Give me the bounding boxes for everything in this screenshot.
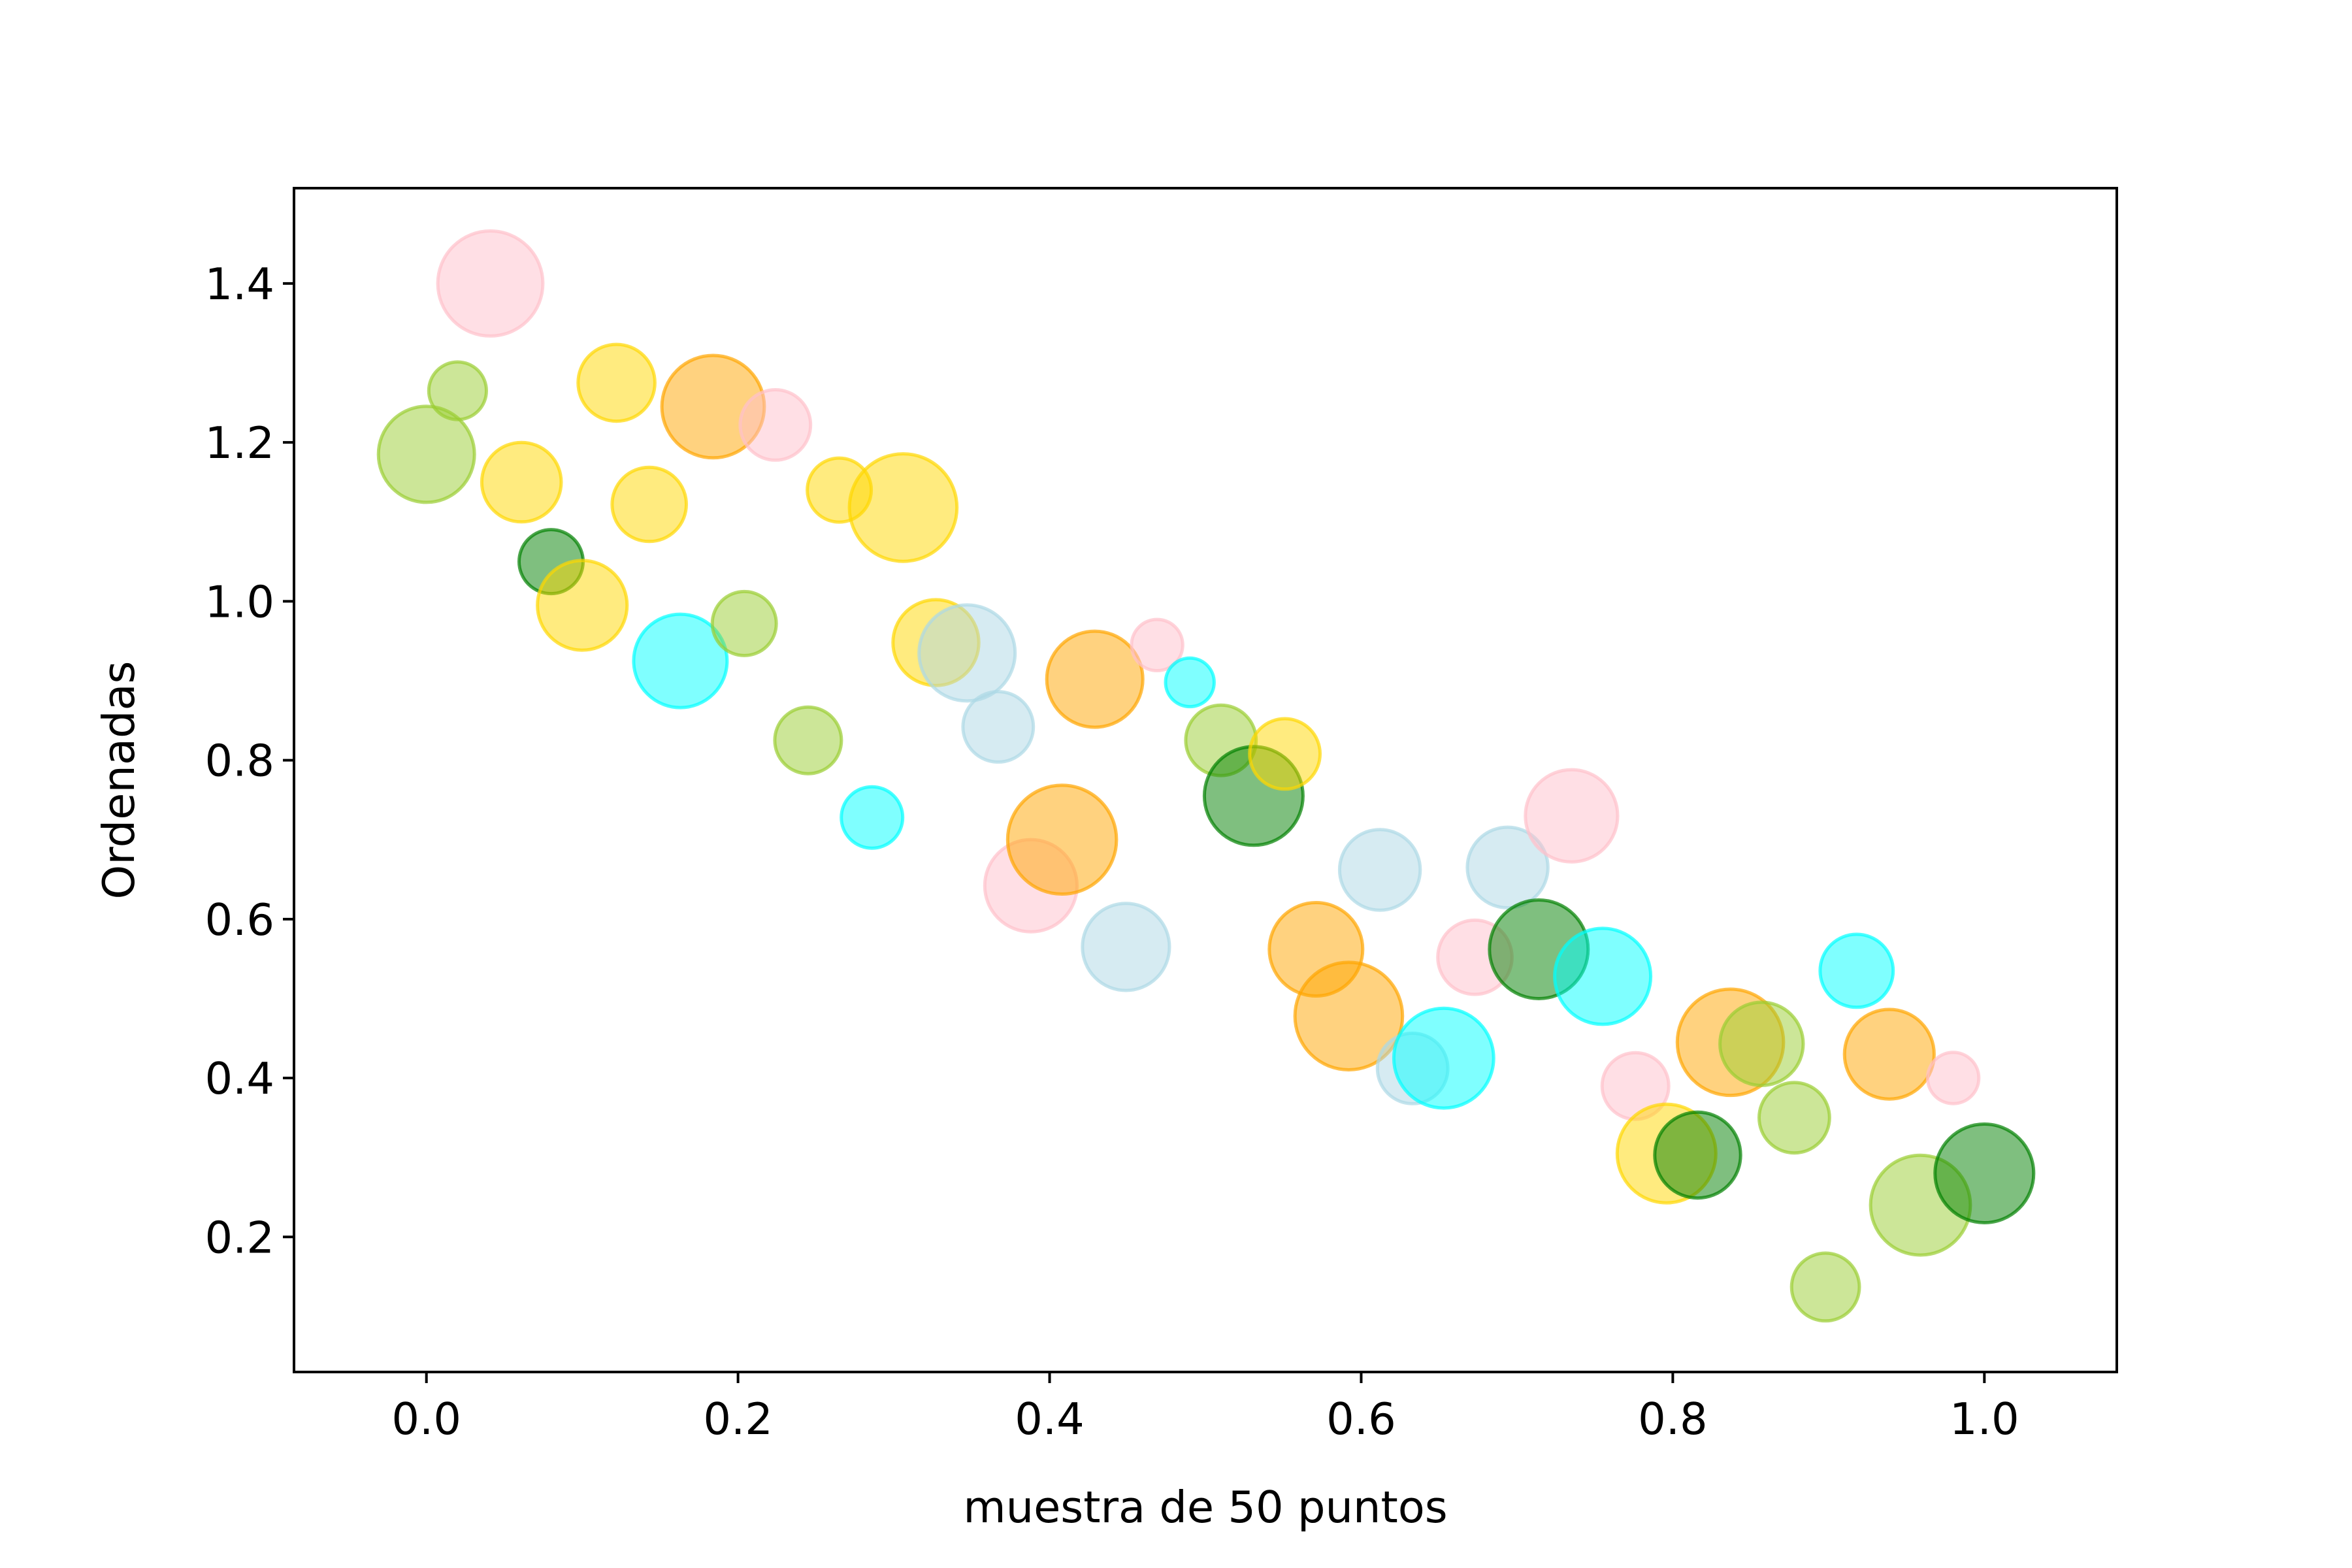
scatter-point [1524,768,1620,864]
scatter-point [610,465,689,544]
x-tick-label: 1.0 [1950,1394,2019,1445]
axes-frame [293,187,2118,1373]
scatter-point [480,440,563,524]
scatter-point [1337,828,1422,912]
y-tick-label: 1.0 [204,576,274,627]
scatter-point [1789,1251,1861,1323]
scatter-point [427,360,489,421]
scatter-point [1465,825,1550,910]
scatter-point [1925,1051,1981,1105]
y-axis-ticks: 0.2 0.4 0.6 0.8 1.0 1.2 1.4 [204,259,294,1263]
y-axis-label: Ordenadas [93,661,144,900]
scatter-point [1553,926,1653,1026]
scatter-point [376,404,476,504]
y-tick-label: 0.2 [204,1212,274,1263]
x-tick-label: 0.2 [703,1394,773,1445]
scatter-point [1164,656,1216,709]
y-tick-label: 0.4 [204,1053,274,1104]
scatter-point [917,603,1017,703]
scatter-point [576,342,657,423]
x-tick-label: 0.6 [1326,1394,1396,1445]
x-tick-label: 0.4 [1015,1394,1085,1445]
scatter-point [1718,1000,1805,1087]
scatter-point [536,559,629,652]
scatter-point [632,612,729,710]
y-tick-label: 1.2 [204,417,274,468]
scatter-point [773,705,843,776]
x-axis-ticks: 0.0 0.2 0.4 0.6 0.8 1.0 [391,1372,2019,1445]
scatter-point [961,690,1036,764]
scatter-point [1842,1007,1936,1101]
scatter-point [1392,1006,1495,1110]
scatter-point [847,452,959,563]
scatter-point [1933,1122,2036,1224]
scatter-point [1130,617,1184,672]
scatter-point [1081,902,1171,992]
y-tick-label: 0.8 [204,736,274,787]
data-markers [376,229,2036,1323]
scatter-point [840,785,905,850]
scatter-point [1005,783,1119,896]
scatter-point [1293,960,1405,1071]
scatter-point [1248,717,1322,791]
scatter-point [1757,1081,1831,1155]
scatter-point [710,589,778,657]
x-tick-label: 0.0 [391,1394,461,1445]
scatter-point [1653,1110,1742,1200]
scatter-point [436,229,545,338]
y-tick-label: 1.4 [204,259,274,310]
x-tick-label: 0.8 [1638,1394,1708,1445]
x-axis-label: muestra de 50 puntos [963,1482,1447,1533]
scatter-point [738,388,813,462]
scatter-point [1818,932,1895,1009]
scatter-point [1045,629,1145,729]
y-tick-label: 0.6 [204,894,274,945]
